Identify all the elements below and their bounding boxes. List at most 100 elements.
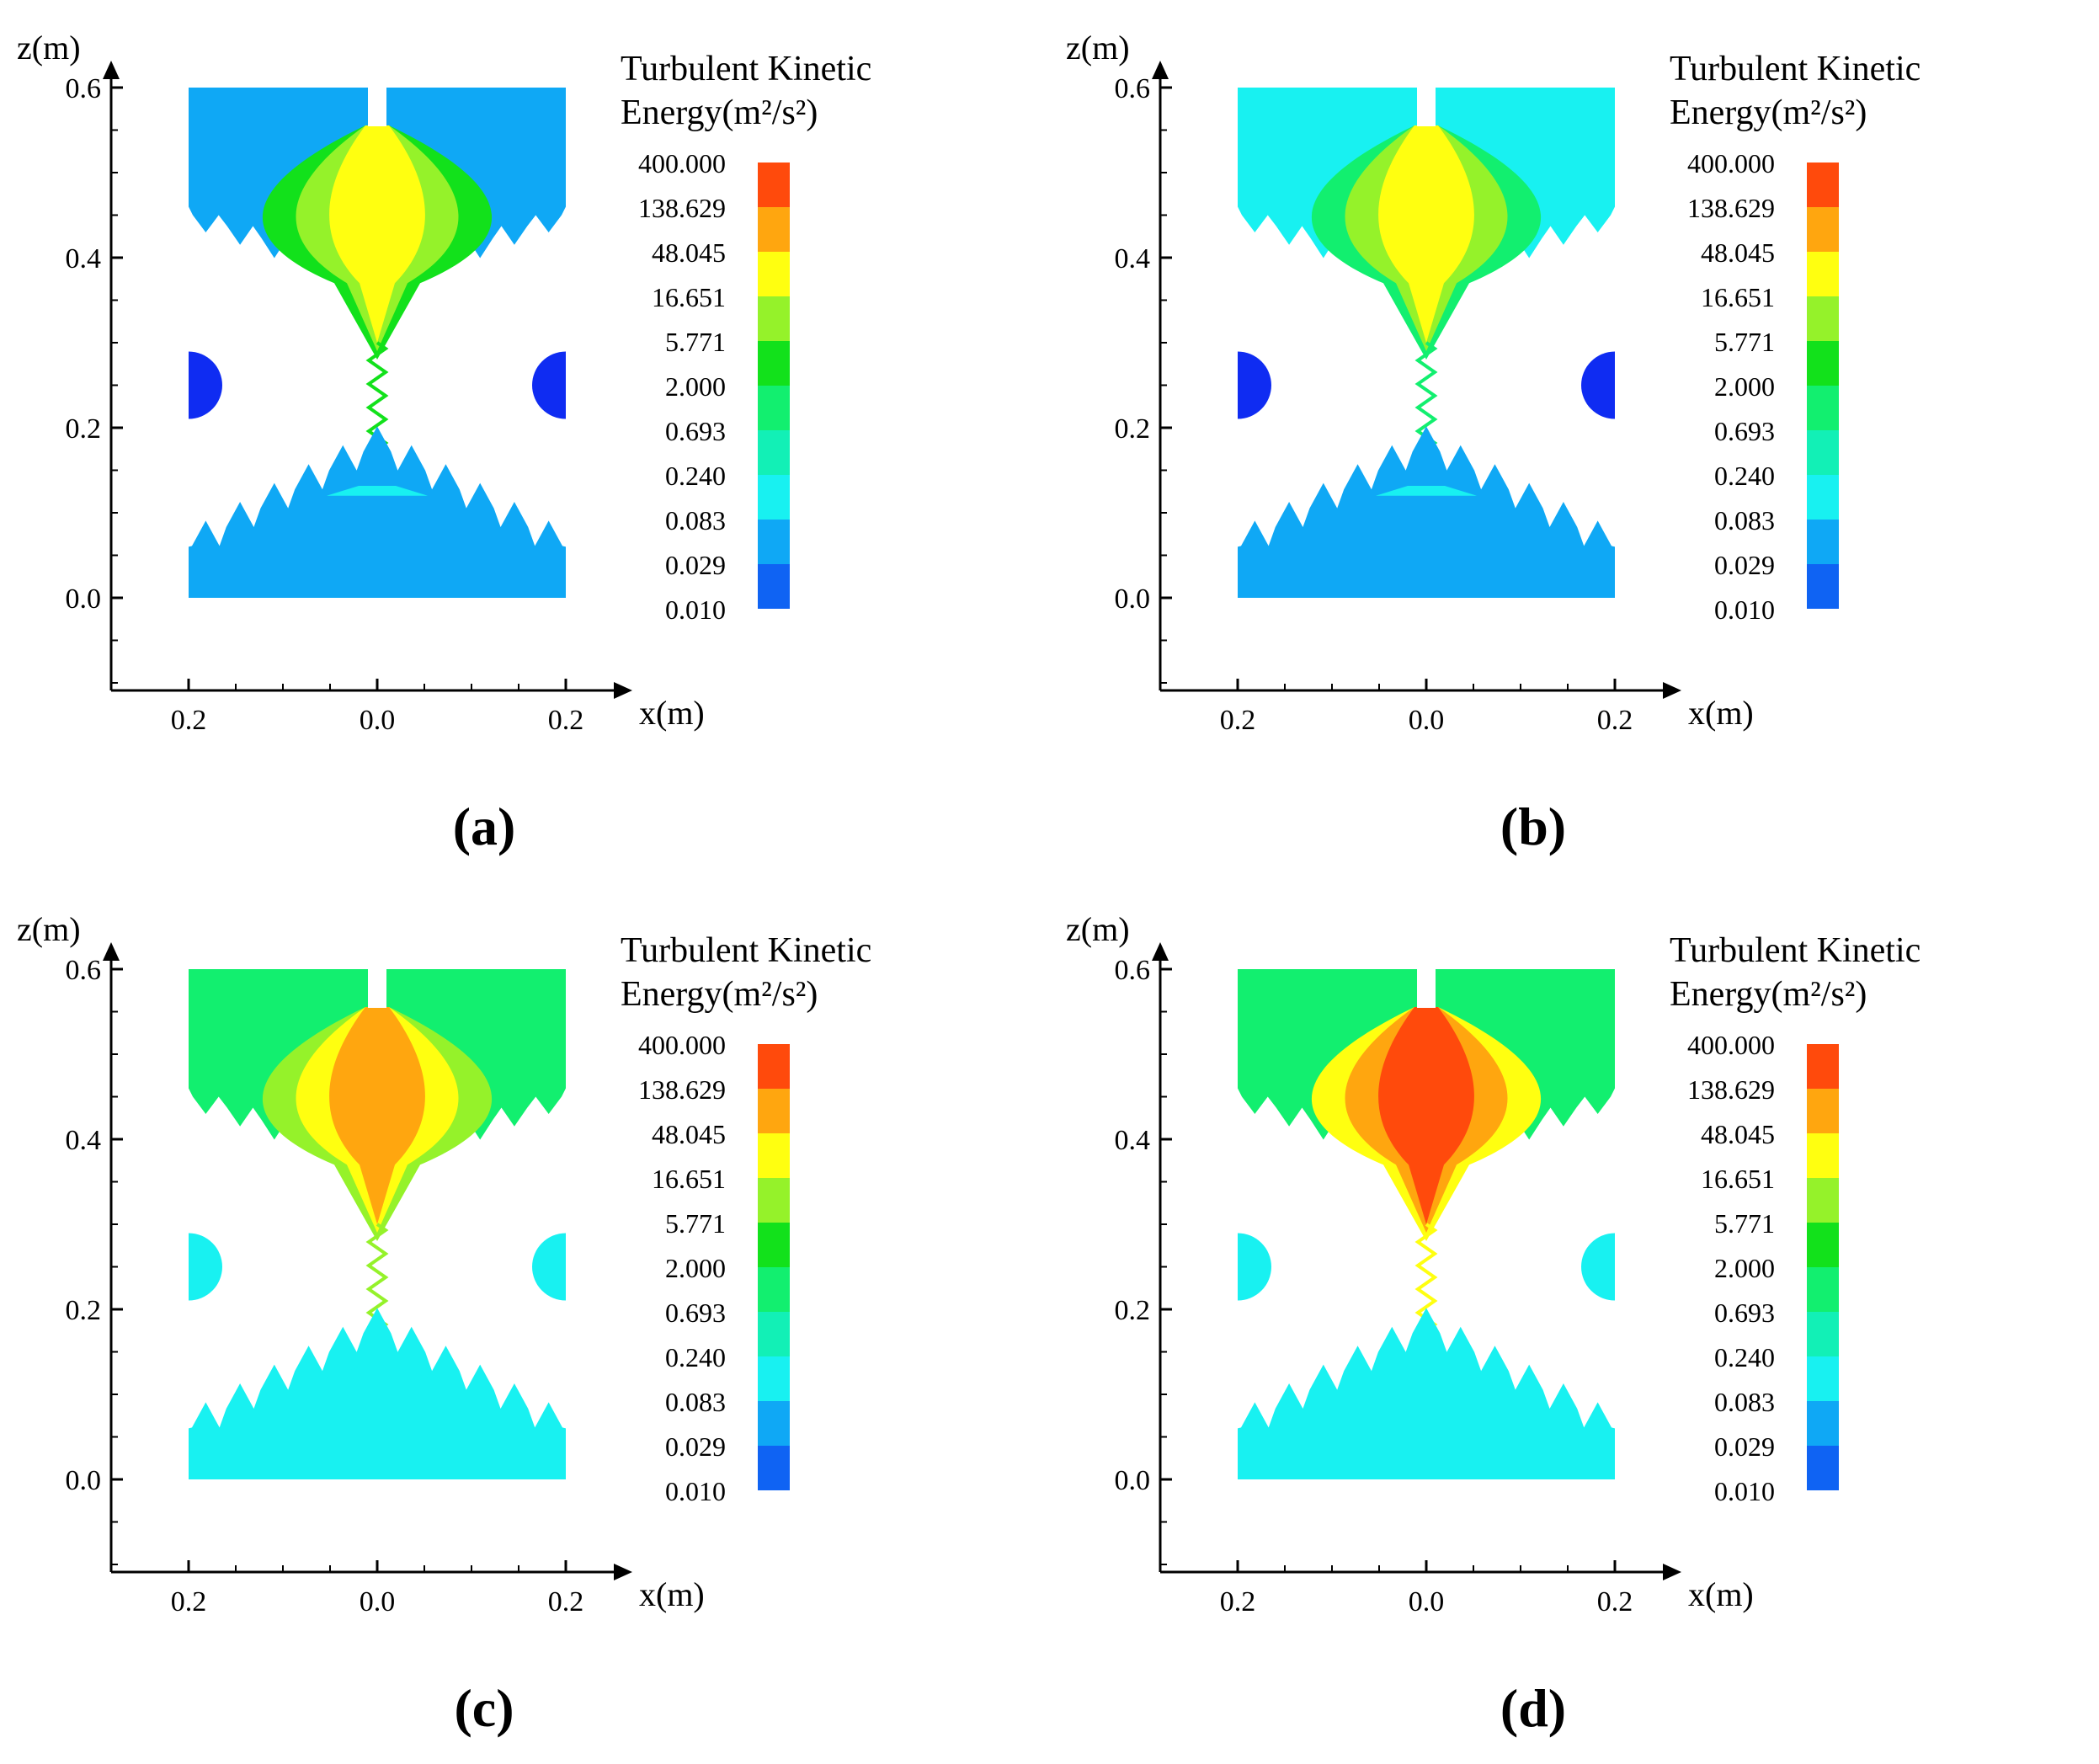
x-axis-arrow-icon [1663,1564,1681,1580]
x-tick-label: 0.2 [171,1586,207,1617]
y-tick-label: 0.4 [1115,243,1151,274]
bottom-chamber [189,426,566,598]
x-tick-label: 0.2 [1220,1586,1256,1617]
legend-swatch [1807,1356,1839,1401]
legend-level-label: 0.029 [665,1431,726,1462]
legend-level-label: 48.045 [1701,237,1775,268]
legend-level-label: 400.000 [638,1030,726,1060]
legend-swatch [1807,430,1839,475]
right-cylinder [1581,1233,1615,1301]
legend-level-label: 0.029 [1714,550,1775,580]
legend-level-label: 2.000 [665,1253,726,1283]
x-tick-label: 0.0 [360,1586,396,1617]
legend-swatch [758,1312,790,1356]
legend-swatch [1807,564,1839,609]
legend-level-label: 0.029 [1714,1431,1775,1462]
panel-caption: (d) [1500,1678,1566,1738]
legend-level-label: 0.010 [1714,1476,1775,1506]
y-tick-label: 0.0 [1115,584,1151,615]
legend-swatch [758,475,790,520]
legend-swatch [758,163,790,207]
lower-plume [1376,1367,1477,1378]
inlet-nozzle [368,86,386,126]
legend-level-label: 5.771 [1714,1208,1775,1239]
contour-plot: 0.0 0.2 0.4 0.6 0.2 0.0 0.2 z(m) x(m) Turbulent K… [1066,29,1921,856]
legend-swatch [758,564,790,609]
inlet-nozzle [1417,86,1436,126]
legend-level-label: 0.240 [1714,461,1775,491]
legend-swatch [758,1178,790,1223]
legend-swatch [1807,520,1839,564]
legend-level-label: 16.651 [1701,1164,1775,1194]
y-tick-label: 0.2 [66,413,102,445]
legend-swatch [758,296,790,341]
legend-level-label: 0.010 [1714,594,1775,625]
legend-swatch [758,1223,790,1267]
contour-plot: 0.0 0.2 0.4 0.6 0.2 0.0 0.2 z(m) x(m) Turbulent K… [1066,910,1921,1738]
legend-level-label: 2.000 [1714,1253,1775,1283]
y-tick-label: 0.0 [66,1465,102,1496]
legend-swatch [1807,1267,1839,1312]
legend-title: Turbulent Kinetic [621,50,871,88]
legend-level-label: 0.010 [665,594,726,625]
legend-swatch [1807,1089,1839,1133]
y-axis-arrow-icon [103,61,120,79]
legend-level-label: 48.045 [652,1119,726,1149]
legend-title: Turbulent Kinetic [1670,50,1921,88]
lower-plume [327,486,428,496]
legend-swatch [1807,1178,1839,1223]
x-axis-label: x(m) [1688,1575,1754,1613]
legend-level-label: 48.045 [652,237,726,268]
legend-level-label: 48.045 [1701,1119,1775,1149]
legend-swatch [758,1401,790,1446]
legend-level-label: 138.629 [638,193,726,223]
y-tick-label: 0.0 [66,584,102,615]
legend-level-label: 0.083 [665,1387,726,1417]
legend-level-label: 0.029 [665,550,726,580]
x-tick-label: 0.2 [548,705,584,736]
legend-title-units: Energy(m²/s²) [621,93,818,132]
x-tick-label: 0.2 [548,1586,584,1617]
panel-caption: (c) [454,1678,514,1738]
plume-contour [1378,125,1474,343]
legend-swatch [758,520,790,564]
legend-level-label: 0.010 [665,1476,726,1506]
panel-b: 0.0 0.2 0.4 0.6 0.2 0.0 0.2 z(m) x(m) Turbulent K… [1049,0,2098,882]
legend-swatch [1807,207,1839,252]
y-tick-label: 0.6 [66,955,102,986]
x-axis-arrow-icon [614,682,632,699]
legend-swatch [1807,1223,1839,1267]
legend-swatch [758,1133,790,1178]
bottom-chamber [1238,426,1615,598]
legend-title: Turbulent Kinetic [621,931,871,970]
y-tick-label: 0.4 [66,243,102,274]
y-tick-label: 0.0 [1115,1465,1151,1496]
y-tick-label: 0.6 [66,73,102,104]
legend-title-units: Energy(m²/s²) [621,975,818,1014]
x-tick-label: 0.2 [1597,705,1633,736]
legend-level-label: 0.083 [1714,1387,1775,1417]
y-tick-label: 0.2 [66,1295,102,1326]
legend-swatch [758,341,790,386]
panel-caption: (b) [1500,797,1566,856]
legend-swatch [758,1089,790,1133]
legend-level-label: 5.771 [1714,327,1775,357]
x-axis-arrow-icon [1663,682,1681,699]
legend-level-label: 138.629 [638,1074,726,1105]
y-axis-label: z(m) [1066,29,1130,67]
y-tick-label: 0.2 [1115,1295,1151,1326]
legend-level-label: 2.000 [665,371,726,402]
left-cylinder [189,351,222,419]
panel-c: 0.0 0.2 0.4 0.6 0.2 0.0 0.2 z(m) x(m) Turbulent K… [0,882,1049,1763]
inlet-nozzle [368,967,386,1008]
inlet-nozzle [1417,967,1436,1008]
x-axis-label: x(m) [1688,694,1754,732]
contour-plot: 0.0 0.2 0.4 0.6 0.2 0.0 0.2 z(m) x(m) Turbulent K… [17,29,871,856]
legend-level-label: 16.651 [1701,282,1775,312]
legend-swatch [1807,296,1839,341]
legend-level-label: 0.693 [665,1298,726,1328]
y-axis-label: z(m) [17,910,81,948]
right-cylinder [532,351,566,419]
contour-plot: 0.0 0.2 0.4 0.6 0.2 0.0 0.2 z(m) x(m) Turbulent K… [17,910,871,1738]
y-tick-label: 0.4 [66,1125,102,1156]
